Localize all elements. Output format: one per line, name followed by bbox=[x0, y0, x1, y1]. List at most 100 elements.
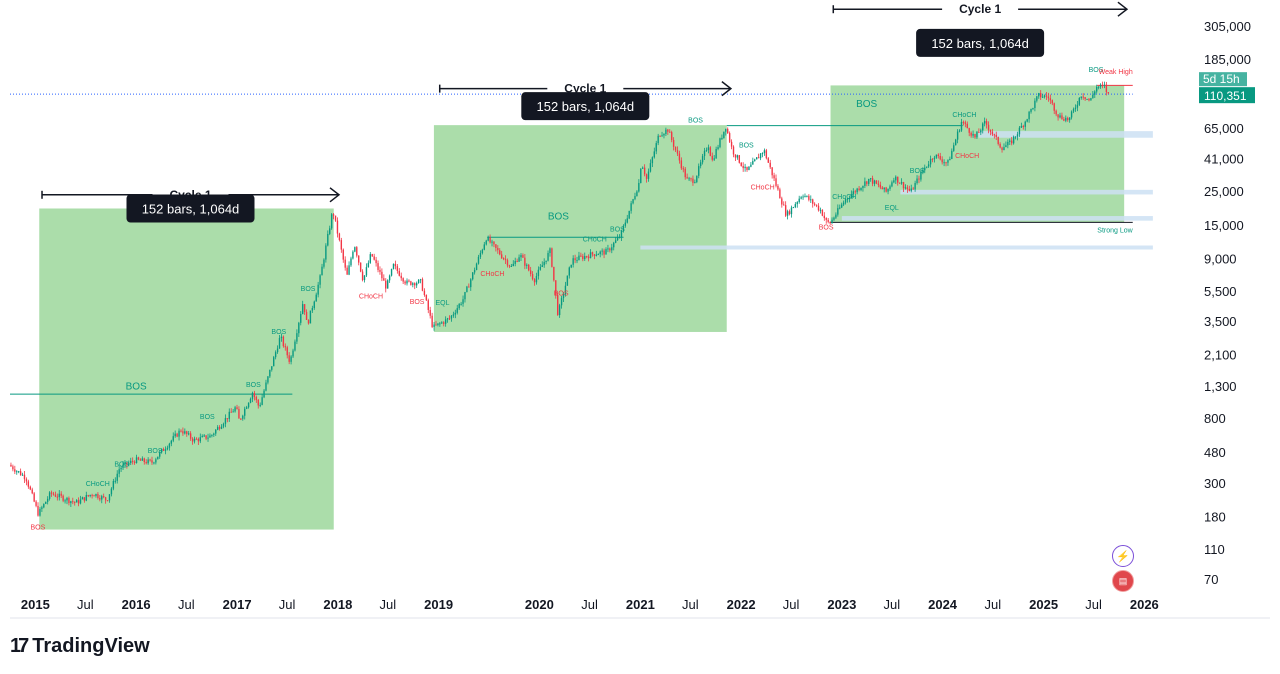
candle-body-277 bbox=[545, 260, 547, 262]
candle-body-14 bbox=[37, 505, 39, 516]
candle-body-501 bbox=[978, 131, 980, 133]
zone-band-4 bbox=[640, 245, 1153, 250]
candle-body-556 bbox=[1084, 97, 1086, 100]
candle-body-425 bbox=[831, 219, 833, 224]
candle-body-211 bbox=[417, 279, 420, 284]
candle-body-122 bbox=[245, 407, 248, 409]
candle-body-505 bbox=[985, 121, 988, 125]
tradingview-logo[interactable]: 17 TradingView bbox=[10, 632, 150, 660]
candle-body-388 bbox=[759, 153, 762, 159]
annotation-choch-12: CHoCH bbox=[480, 271, 504, 278]
candle-body-131 bbox=[263, 390, 265, 398]
candle-body-375 bbox=[734, 154, 737, 158]
candle-body-443 bbox=[866, 181, 868, 184]
candle-body-232 bbox=[458, 304, 460, 309]
candle-body-561 bbox=[1094, 91, 1096, 95]
candle-body-265 bbox=[522, 255, 524, 258]
candle-body-523 bbox=[1020, 126, 1023, 128]
candle-body-518 bbox=[1011, 140, 1013, 144]
zone-band-1 bbox=[978, 131, 1153, 138]
us-flag-icon[interactable]: ▤ bbox=[1112, 570, 1134, 592]
candle-body-325 bbox=[638, 182, 640, 192]
x-tick-label: 2024 bbox=[928, 597, 958, 612]
candle-body-547 bbox=[1067, 117, 1069, 121]
candle-body-247 bbox=[487, 237, 489, 241]
candle-body-65 bbox=[135, 457, 138, 464]
candle-body-393 bbox=[769, 162, 771, 168]
candle-body-242 bbox=[477, 256, 480, 264]
candle-body-352 bbox=[690, 178, 692, 180]
candle-body-84 bbox=[172, 436, 174, 441]
candle-body-521 bbox=[1016, 134, 1019, 137]
candle-body-409 bbox=[800, 197, 802, 199]
candle-body-289 bbox=[568, 267, 570, 276]
candle-body-22 bbox=[52, 493, 55, 495]
candle-body-491 bbox=[958, 130, 961, 132]
annotation-bos-22: BOS bbox=[910, 168, 925, 175]
candle-body-236 bbox=[466, 286, 468, 293]
x-tick-label: 2021 bbox=[626, 597, 655, 612]
candle-body-357 bbox=[699, 162, 702, 167]
bolt-icon[interactable]: ⚡ bbox=[1112, 545, 1134, 567]
time-axis[interactable]: 2015 Jul 2016 Jul 2017 Jul 2018 Jul 2019 2020 Jul 2… bbox=[10, 597, 1270, 619]
x-tick-label: Jul bbox=[783, 597, 800, 612]
candle-body-430 bbox=[841, 204, 843, 208]
candle-body-146 bbox=[292, 350, 294, 357]
x-tick-label: Jul bbox=[581, 597, 598, 612]
candle-body-462 bbox=[902, 182, 905, 189]
candle-body-168 bbox=[334, 215, 337, 221]
cycle-duration-tag-2 bbox=[521, 92, 650, 121]
candle-body-222 bbox=[439, 323, 441, 325]
candle-body-212 bbox=[419, 279, 422, 281]
candle-body-455 bbox=[889, 186, 891, 189]
candle-body-394 bbox=[771, 167, 773, 176]
candle-body-140 bbox=[280, 336, 283, 339]
candle-body-104 bbox=[211, 434, 213, 436]
candle-body-44 bbox=[95, 494, 97, 496]
candle-body-133 bbox=[267, 376, 269, 383]
candle-body-458 bbox=[895, 176, 897, 181]
candle-body-87 bbox=[178, 430, 180, 437]
candle-body-132 bbox=[265, 382, 267, 391]
candle-body-27 bbox=[62, 495, 64, 501]
candle-body-259 bbox=[510, 266, 513, 268]
candle-body-175 bbox=[348, 265, 350, 275]
candle-body-304 bbox=[597, 254, 599, 256]
candle-body-562 bbox=[1096, 86, 1098, 92]
candle-body-171 bbox=[340, 240, 343, 250]
candle-body-106 bbox=[215, 429, 217, 434]
candle-body-192 bbox=[381, 271, 383, 279]
candle-body-83 bbox=[170, 440, 173, 444]
x-tick-label: 2020 bbox=[525, 597, 554, 612]
candle-body-45 bbox=[97, 494, 99, 498]
candle-body-91 bbox=[186, 431, 188, 435]
candle-body-170 bbox=[338, 233, 341, 241]
candle-body-32 bbox=[72, 501, 74, 503]
candle-body-525 bbox=[1024, 121, 1026, 127]
candle-body-85 bbox=[174, 433, 176, 437]
candle-body-217 bbox=[429, 309, 431, 316]
candle-body-273 bbox=[537, 269, 540, 277]
candle-body-476 bbox=[929, 158, 932, 165]
candle-body-520 bbox=[1014, 136, 1017, 138]
candle-body-21 bbox=[50, 492, 53, 494]
x-tick-label: 2026 bbox=[1130, 597, 1159, 612]
candle-body-407 bbox=[796, 202, 798, 205]
candle-body-239 bbox=[471, 272, 474, 280]
candle-body-205 bbox=[406, 280, 408, 284]
candle-body-235 bbox=[464, 292, 466, 300]
x-tick-label: Jul bbox=[77, 597, 94, 612]
candle-body-13 bbox=[35, 501, 37, 506]
candle-body-163 bbox=[325, 245, 327, 260]
candle-body-423 bbox=[827, 219, 829, 222]
candle-body-369 bbox=[723, 131, 725, 138]
candle-body-4 bbox=[17, 471, 20, 473]
candle-body-86 bbox=[176, 433, 178, 437]
y-tick-label: 180 bbox=[1204, 510, 1226, 525]
candle-body-377 bbox=[738, 155, 741, 163]
candle-body-201 bbox=[398, 270, 400, 276]
candle-body-159 bbox=[317, 284, 319, 295]
price-axis[interactable]: 305,000 185,000 65,000 41,000 25,000 15,000 9,… bbox=[1204, 19, 1251, 587]
candle-body-527 bbox=[1028, 111, 1030, 120]
